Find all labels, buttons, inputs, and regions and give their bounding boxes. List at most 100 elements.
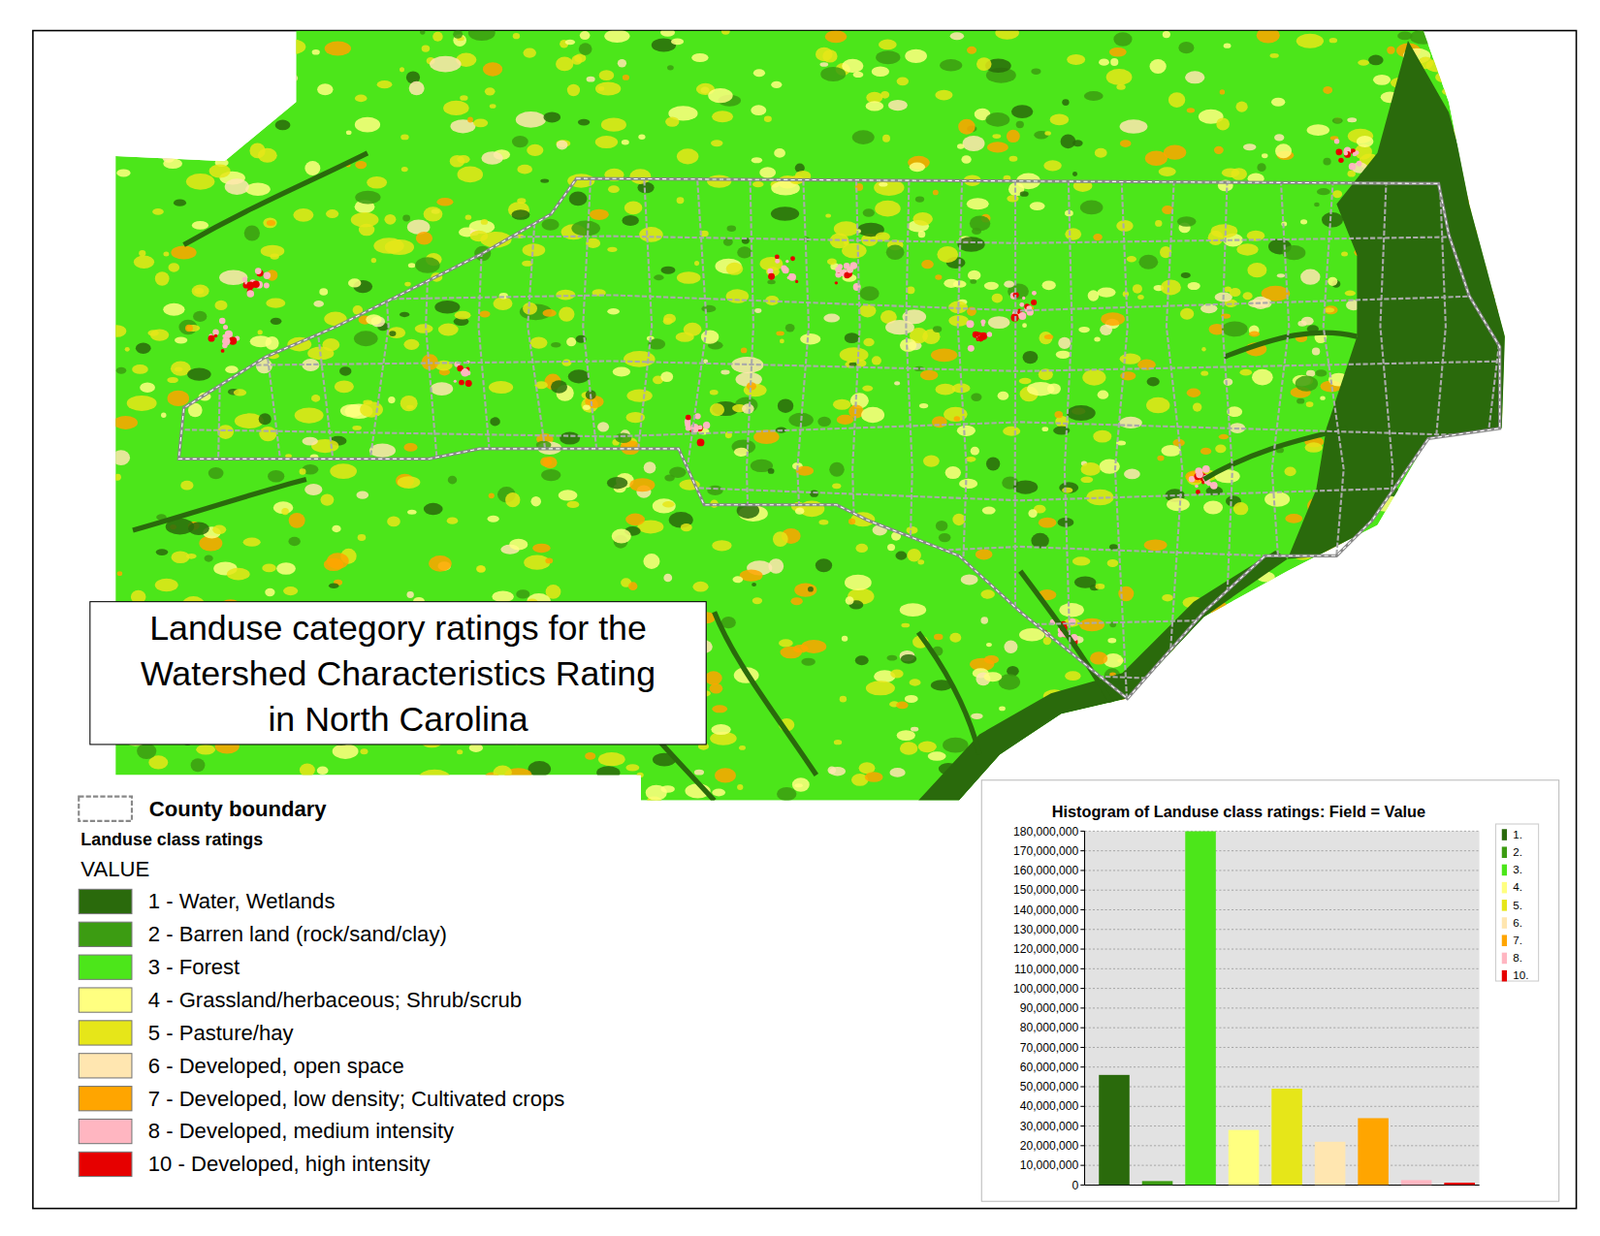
landuse-patch <box>932 190 939 196</box>
landuse-patch <box>1324 305 1339 315</box>
landuse-patch <box>480 151 504 164</box>
landuse-patch <box>1109 544 1119 550</box>
landuse-patch <box>845 596 855 606</box>
landuse-patch <box>270 318 283 325</box>
landuse-patch <box>561 359 572 367</box>
landuse-patch <box>692 581 708 593</box>
landuse-patch <box>1140 702 1152 709</box>
landuse-patch <box>1475 225 1488 237</box>
landuse-patch <box>1423 625 1433 632</box>
landuse-patch <box>1264 491 1290 507</box>
landuse-patch <box>1500 85 1520 96</box>
landuse-patch <box>983 672 1002 682</box>
landuse-patch <box>465 215 473 221</box>
landuse-patch <box>1409 30 1438 45</box>
chart-legend-label: 1. <box>1512 829 1523 841</box>
landuse-patch <box>162 303 185 317</box>
landuse-patch <box>1348 595 1365 610</box>
landuse-patch <box>409 81 425 96</box>
landuse-patch <box>304 160 320 176</box>
landuse-patch <box>1041 426 1049 432</box>
tick-mark <box>1080 1027 1085 1029</box>
landuse-patch <box>1233 502 1249 515</box>
landuse-patch <box>1160 445 1181 457</box>
urban-patch <box>981 322 986 327</box>
landuse-patch <box>1249 750 1265 761</box>
landuse-patch <box>625 764 640 771</box>
landuse-patch <box>917 559 925 565</box>
landuse-patch <box>1458 691 1476 704</box>
landuse-patch <box>432 32 444 42</box>
landuse-patch <box>1455 518 1469 529</box>
landuse-patch <box>566 337 576 347</box>
landuse-patch <box>1113 32 1132 47</box>
landuse-patch <box>264 588 275 597</box>
urban-patch <box>967 345 975 352</box>
landuse-patch <box>709 683 724 695</box>
landuse-patch <box>1201 347 1206 352</box>
landuse-patch <box>815 558 832 573</box>
landuse-patch <box>861 407 885 423</box>
landuse-patch <box>434 300 460 314</box>
landuse-patch <box>966 197 990 210</box>
landuse-patch <box>714 768 736 783</box>
landuse-patch <box>1158 166 1177 177</box>
landuse-patch <box>399 312 410 318</box>
landuse-patch <box>767 280 775 285</box>
landuse-patch <box>1313 202 1319 207</box>
tick-mark <box>1080 869 1085 871</box>
grid-line <box>1085 1066 1480 1068</box>
river <box>1204 428 1347 480</box>
landuse-patch <box>415 256 440 274</box>
landuse-patch <box>151 133 169 150</box>
landuse-patch <box>962 135 986 152</box>
urban-patch <box>1348 162 1357 171</box>
landuse-patch <box>331 525 341 533</box>
landuse-patch <box>180 120 190 126</box>
county-boundary <box>163 294 1511 311</box>
landuse-patch <box>1023 351 1039 364</box>
landuse-patch <box>751 157 763 163</box>
landuse-patch <box>366 176 387 190</box>
landuse-patch <box>1256 162 1266 172</box>
landuse-patch <box>844 332 860 344</box>
landuse-patch <box>276 562 296 576</box>
urban-patch <box>1356 160 1363 167</box>
landuse-patch <box>1312 348 1320 356</box>
landuse-patch <box>1366 539 1379 546</box>
landuse-patch <box>540 456 552 467</box>
y-tick-label: 0 <box>1071 1179 1079 1193</box>
landuse-patch <box>1456 705 1472 721</box>
landuse-patch <box>969 215 991 231</box>
landuse-patch <box>1296 33 1324 49</box>
landuse-patch <box>191 147 208 160</box>
landuse-patch <box>174 337 188 345</box>
landuse-patch <box>959 479 978 489</box>
landuse-patch <box>1044 130 1052 135</box>
landuse-patch <box>855 544 868 553</box>
landuse-patch <box>542 309 556 318</box>
landuse-patch <box>596 766 620 779</box>
chart-legend-swatch <box>1502 846 1507 859</box>
landuse-patch <box>1230 167 1248 181</box>
county-boundary <box>163 236 1511 244</box>
legend-swatch <box>78 922 132 947</box>
urban-patch <box>214 334 219 339</box>
landuse-patch <box>219 270 248 286</box>
landuse-patch <box>1425 59 1450 72</box>
landuse-patch <box>386 777 412 791</box>
landuse-patch <box>904 49 928 64</box>
landuse-patch <box>371 257 377 263</box>
landuse-patch <box>157 32 170 39</box>
landuse-patch <box>975 548 993 560</box>
landuse-patch <box>317 83 333 96</box>
landuse-patch <box>550 342 562 348</box>
landuse-patch <box>997 391 1010 401</box>
landuse-patch <box>785 323 796 332</box>
landuse-patch <box>1386 46 1395 55</box>
county-boundary <box>905 173 912 715</box>
landuse-patch <box>260 245 286 257</box>
landuse-patch <box>1457 101 1466 107</box>
landuse-patch <box>540 178 549 183</box>
urban-patch <box>785 259 789 263</box>
